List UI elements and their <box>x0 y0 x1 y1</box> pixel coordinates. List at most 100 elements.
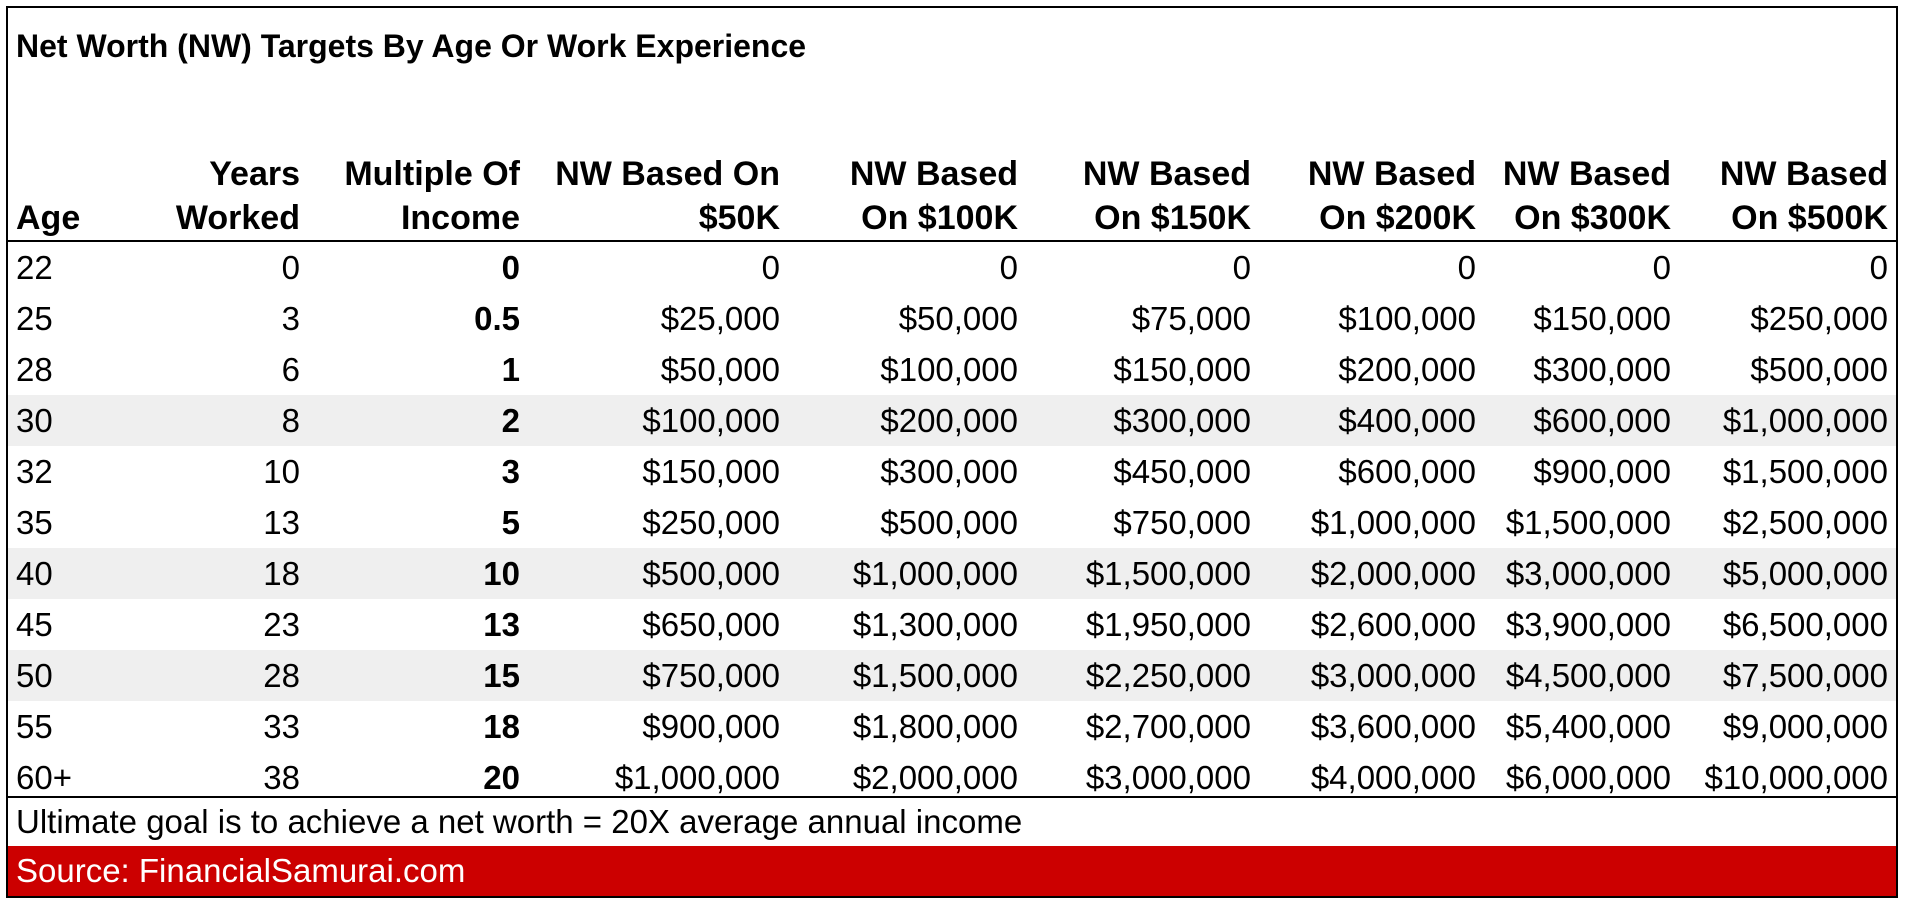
column-header-nw-500k: NW Based On $500K <box>1679 144 1896 242</box>
column-header-line: $50K <box>698 199 780 237</box>
cell-nw-50k: $650,000 <box>642 605 780 643</box>
cell-nw-150k: $300,000 <box>1026 395 1259 446</box>
cell-nw-500k: $1,500,000 <box>1722 452 1888 490</box>
table-row: 32 10 3 $150,000 $300,000 $450,000 $600,000 $90… <box>8 446 1896 497</box>
cell-nw-150k: $150,000 <box>1113 350 1251 388</box>
cell-nw-500k: $10,000,000 <box>1704 758 1888 796</box>
table-frame: Net Worth (NW) Targets By Age Or Work Ex… <box>6 6 1898 898</box>
column-header-line: NW Based On <box>555 155 780 193</box>
cell-multiple-of-income: 10 <box>308 548 528 599</box>
column-header-line: On $200K <box>1319 199 1476 237</box>
cell-age: 32 <box>16 452 53 490</box>
column-header-years-worked: Years Worked <box>158 144 308 242</box>
table-body: 22 0 0 0 0 0 0 0 0 25 3 0.5 $25,000 $50,000 $75,000 $10… <box>8 241 1896 803</box>
column-header-line: Income <box>400 199 520 237</box>
table-row: 55 33 18 $900,000 $1,800,000 $2,700,000 $3,600… <box>8 701 1896 752</box>
table-row: 60+ 38 20 $1,000,000 $2,000,000 $3,000,000 $4,… <box>8 752 1896 803</box>
cell-age: 30 <box>8 395 158 446</box>
cell-multiple-of-income: 15 <box>308 650 528 701</box>
cell-nw-50k: $100,000 <box>528 395 788 446</box>
cell-nw-300k: 0 <box>1652 248 1671 286</box>
cell-nw-200k: $600,000 <box>1338 452 1476 490</box>
cell-nw-200k: $400,000 <box>1259 395 1484 446</box>
cell-nw-200k: $1,000,000 <box>1310 503 1476 541</box>
cell-nw-500k: $9,000,000 <box>1722 707 1888 745</box>
cell-years-worked: 23 <box>263 605 300 643</box>
column-header-line: Multiple Of <box>344 155 520 193</box>
cell-years-worked: 0 <box>281 248 300 286</box>
table-row: 35 13 5 $250,000 $500,000 $750,000 $1,000,000 $… <box>8 497 1896 548</box>
cell-nw-50k: $750,000 <box>528 650 788 701</box>
cell-nw-300k: $5,400,000 <box>1505 707 1671 745</box>
cell-years-worked: 3 <box>281 299 300 337</box>
cell-nw-200k: 0 <box>1457 248 1476 286</box>
column-header-line: NW Based <box>1307 155 1476 193</box>
column-header-line: NW Based <box>1082 155 1251 193</box>
column-header-nw-100k: NW Based On $100K <box>788 144 1026 242</box>
cell-years-worked: 38 <box>263 758 300 796</box>
cell-age: 28 <box>16 350 53 388</box>
cell-multiple-of-income: 18 <box>483 707 520 745</box>
cell-nw-200k: $4,000,000 <box>1310 758 1476 796</box>
cell-nw-300k: $900,000 <box>1533 452 1671 490</box>
cell-multiple-of-income: 0.5 <box>474 299 520 337</box>
cell-nw-200k: $2,600,000 <box>1310 605 1476 643</box>
cell-years-worked: 33 <box>263 707 300 745</box>
cell-nw-300k: $300,000 <box>1533 350 1671 388</box>
cell-nw-100k: $1,000,000 <box>788 548 1026 599</box>
cell-years-worked: 10 <box>263 452 300 490</box>
cell-nw-300k: $150,000 <box>1533 299 1671 337</box>
column-header-line: Age <box>16 199 81 237</box>
cell-nw-200k: $3,600,000 <box>1310 707 1476 745</box>
cell-nw-500k: $5,000,000 <box>1679 548 1896 599</box>
cell-nw-300k: $4,500,000 <box>1484 650 1679 701</box>
cell-nw-150k: $750,000 <box>1113 503 1251 541</box>
cell-nw-100k: $50,000 <box>898 299 1018 337</box>
cell-nw-300k: $3,000,000 <box>1484 548 1679 599</box>
column-header-line: NW Based <box>1502 155 1671 193</box>
cell-nw-100k: $1,500,000 <box>788 650 1026 701</box>
cell-multiple-of-income: 0 <box>501 248 520 286</box>
cell-years-worked: 6 <box>281 350 300 388</box>
cell-years-worked: 18 <box>158 548 308 599</box>
cell-nw-150k: $2,700,000 <box>1085 707 1251 745</box>
cell-age: 45 <box>16 605 53 643</box>
cell-nw-50k: $25,000 <box>660 299 780 337</box>
column-header-nw-50k: NW Based On $50K <box>528 144 788 242</box>
cell-nw-300k: $3,900,000 <box>1505 605 1671 643</box>
table-row: 45 23 13 $650,000 $1,300,000 $1,950,000 $2,600… <box>8 599 1896 650</box>
cell-nw-100k: 0 <box>999 248 1018 286</box>
cell-nw-300k: $1,500,000 <box>1505 503 1671 541</box>
table-row: 40 18 10 $500,000 $1,000,000 $1,500,000 $2,000… <box>8 548 1896 599</box>
cell-nw-100k: $2,000,000 <box>852 758 1018 796</box>
cell-nw-50k: $50,000 <box>660 350 780 388</box>
column-header-line: On $500K <box>1731 199 1888 237</box>
cell-nw-200k: $3,000,000 <box>1259 650 1484 701</box>
cell-age: 60+ <box>16 758 72 796</box>
cell-age: 50 <box>8 650 158 701</box>
cell-nw-500k: 0 <box>1869 248 1888 286</box>
source-bar: Source: FinancialSamurai.com <box>8 846 1896 896</box>
column-header-line: On $100K <box>861 199 1018 237</box>
cell-age: 40 <box>8 548 158 599</box>
column-header-nw-200k: NW Based On $200K <box>1259 144 1484 242</box>
cell-age: 25 <box>16 299 53 337</box>
column-header-line: Worked <box>175 199 300 237</box>
cell-multiple-of-income: 1 <box>501 350 520 388</box>
cell-nw-150k: $1,500,000 <box>1026 548 1259 599</box>
table-row: 22 0 0 0 0 0 0 0 0 <box>8 241 1896 293</box>
cell-multiple-of-income: 20 <box>483 758 520 796</box>
cell-nw-150k: $450,000 <box>1113 452 1251 490</box>
cell-nw-150k: 0 <box>1232 248 1251 286</box>
cell-nw-100k: $300,000 <box>880 452 1018 490</box>
cell-nw-500k: $7,500,000 <box>1679 650 1896 701</box>
cell-years-worked: 8 <box>158 395 308 446</box>
table-row: 28 6 1 $50,000 $100,000 $150,000 $200,000 $300,… <box>8 344 1896 395</box>
column-header-line: On $150K <box>1094 199 1251 237</box>
cell-multiple-of-income: 2 <box>308 395 528 446</box>
cell-age: 22 <box>16 248 53 286</box>
column-header-multiple-of-income: Multiple Of Income <box>308 144 528 242</box>
cell-years-worked: 28 <box>158 650 308 701</box>
cell-nw-500k: $6,500,000 <box>1722 605 1888 643</box>
cell-nw-300k: $600,000 <box>1484 395 1679 446</box>
